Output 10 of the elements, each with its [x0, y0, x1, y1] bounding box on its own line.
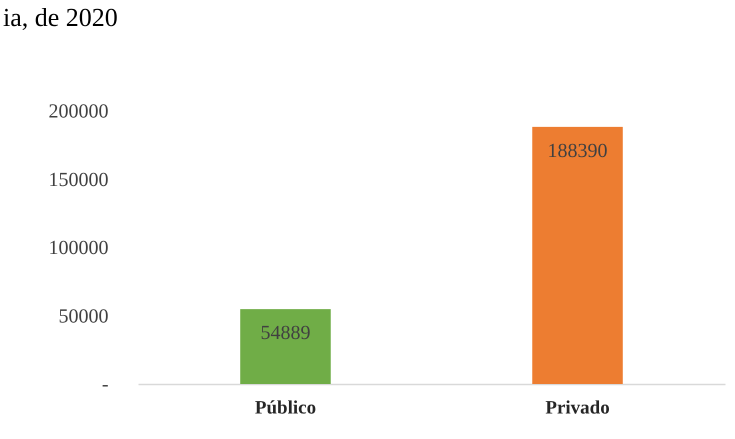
x-tick-label: Privado — [545, 398, 610, 418]
y-tick-label: - — [102, 374, 108, 396]
y-tick-label: 150000 — [48, 168, 108, 191]
y-tick-label: 100000 — [48, 237, 108, 259]
data-label: 54889 — [260, 322, 310, 344]
y-tick-label: 50000 — [58, 305, 108, 328]
y-tick-label: 200000 — [48, 100, 108, 122]
chart-title: ia, de 2020 — [3, 3, 118, 32]
data-label: 188390 — [548, 140, 608, 162]
x-tick-label: Público — [254, 398, 316, 418]
